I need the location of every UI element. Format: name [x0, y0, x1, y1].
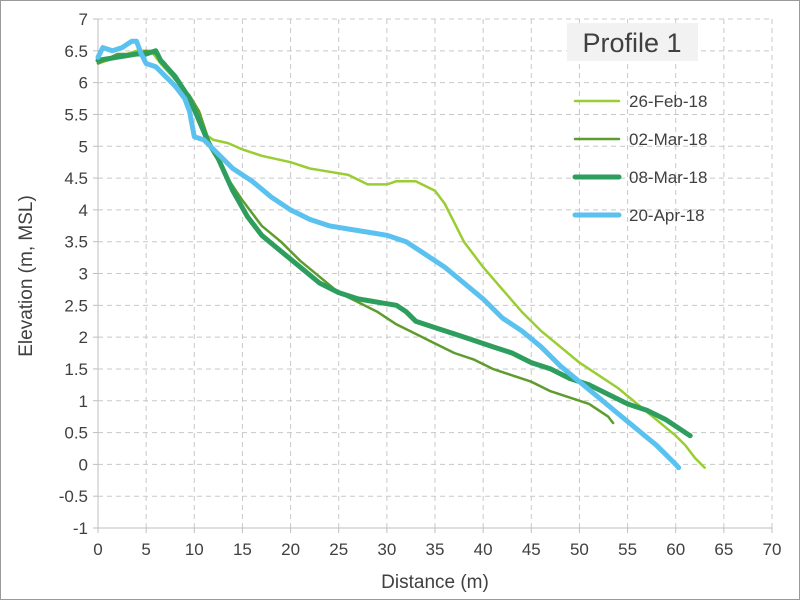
y-tick-label: 2.5 [64, 296, 88, 315]
y-tick-label: 6.5 [64, 42, 88, 61]
y-tick-label: 5.5 [64, 105, 88, 124]
y-tick-label: -0.5 [59, 487, 88, 506]
x-tick-label: 25 [329, 540, 348, 559]
x-tick-label: 70 [763, 540, 782, 559]
x-tick-label: 0 [93, 540, 102, 559]
series-line-08-mar-18 [95, 48, 693, 439]
x-tick-label: 35 [426, 540, 445, 559]
y-tick-label: 3 [79, 265, 88, 284]
y-tick-label: 1.5 [64, 360, 88, 379]
y-tick-label: 1 [79, 392, 88, 411]
y-tick-label: 2 [79, 328, 88, 347]
title-background [567, 23, 698, 61]
x-tick-label: 15 [233, 540, 252, 559]
legend-label: 08-Mar-18 [629, 168, 707, 187]
legend: 26-Feb-18 02-Mar-18 08-Mar-18 20-Apr-18 [572, 92, 707, 225]
x-tick-label: 10 [185, 540, 204, 559]
legend-label: 02-Mar-18 [629, 130, 707, 149]
chart-title: Profile 1 [582, 28, 681, 58]
series-line-02-mar-18 [96, 49, 615, 425]
y-tick-label: 4.5 [64, 169, 88, 188]
tick-labels: -1-0.500.511.522.533.544.555.566.570 5 10 1… [59, 10, 782, 559]
x-tick-label: 30 [377, 540, 396, 559]
y-tick-label: 0.5 [64, 424, 88, 443]
x-tick-label: 55 [618, 540, 637, 559]
series-lines [95, 38, 706, 471]
x-tick-label: 40 [474, 540, 493, 559]
y-tick-label: 3.5 [64, 233, 88, 252]
x-tick-label: 5 [141, 540, 150, 559]
x-tick-label: 50 [570, 540, 589, 559]
y-tick-label: 6 [79, 74, 88, 93]
legend-label: 20-Apr-18 [629, 206, 705, 225]
y-tick-label: 4 [79, 201, 88, 220]
y-tick-label: -1 [73, 519, 88, 538]
x-tick-label: 65 [714, 540, 733, 559]
y-tick-label: 5 [79, 137, 88, 156]
series-line-20-apr-18 [95, 38, 682, 471]
x-tick-label: 20 [281, 540, 300, 559]
x-tick-label: 45 [522, 540, 541, 559]
x-tick-label: 60 [666, 540, 685, 559]
y-tick-label: 7 [79, 10, 88, 29]
chart-title-box: Profile 1 [567, 23, 698, 61]
legend-label: 26-Feb-18 [629, 92, 707, 111]
x-axis-label: Distance (m) [381, 572, 489, 593]
y-tick-label: 0 [79, 455, 88, 474]
axes [93, 18, 773, 533]
y-axis-label: Elevation (m, MSL) [16, 195, 37, 357]
